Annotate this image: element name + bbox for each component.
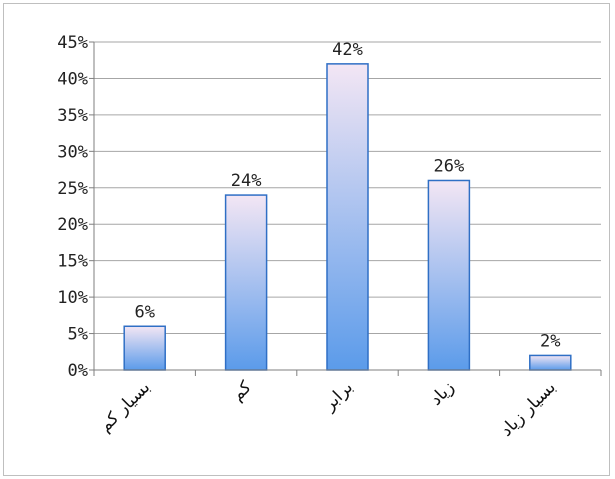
bar (326, 63, 369, 371)
y-tick-label: 15% (57, 252, 88, 272)
x-axis-tick-labels: بسیار کم کم برابر زیاد بسیار زیاد (93, 370, 602, 441)
y-tick-label: 5% (68, 325, 88, 345)
y-tick-label: 10% (57, 288, 88, 308)
y-tick-label: 40% (57, 69, 88, 89)
x-category-label: بسیار کم (95, 377, 154, 436)
bar (123, 325, 166, 371)
y-tick-label: 30% (57, 142, 88, 162)
axes (93, 42, 601, 371)
x-category-label: برابر (319, 377, 357, 415)
data-label: 24% (231, 171, 262, 191)
bar-chart: 0%5%10%15%20%25%30%35%40%45% بسیار کم کم ب… (57, 33, 602, 441)
y-axis-tick-labels: 0% 5% 10% 15% 20% 25% 30% 35% 40% 45% (57, 33, 94, 381)
y-tick-label: 25% (57, 179, 88, 199)
data-label: 2% (540, 331, 560, 351)
bar (529, 354, 572, 371)
data-label: 26% (434, 156, 465, 176)
y-tick-label: 0% (68, 361, 88, 381)
x-category-label: بسیار زیاد (497, 377, 560, 440)
chart-frame: 0% 5% 10% 15% 20% 25% 30% 35% 40% 45% بسیار کم کم ب… (3, 3, 610, 476)
bars (123, 63, 572, 371)
bar (427, 179, 471, 371)
x-category-label: کم (228, 377, 257, 406)
y-tick-label: 45% (57, 33, 88, 53)
data-label: 42% (332, 40, 363, 60)
x-category-label: زیاد (426, 377, 458, 409)
data-labels: 6% 24% 42% 26% 2% (134, 40, 560, 352)
y-tick-label: 35% (57, 106, 88, 126)
bar (224, 194, 268, 371)
data-label: 6% (134, 302, 154, 322)
y-tick-label: 20% (57, 215, 88, 235)
